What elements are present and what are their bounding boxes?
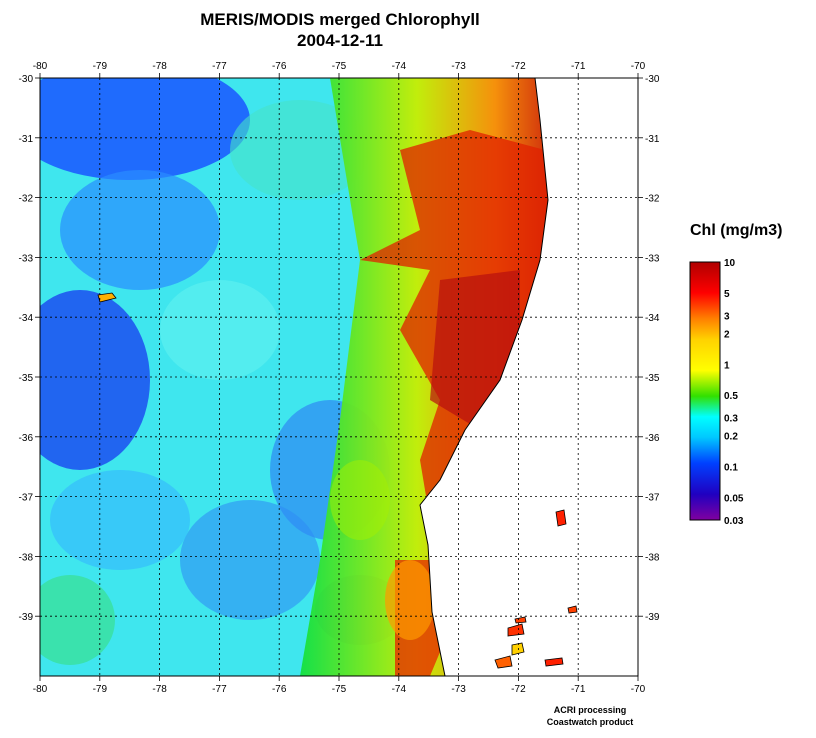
lat-label-left: -37 (19, 493, 34, 504)
lon-label-top: -72 (511, 61, 526, 72)
lon-label-top: -77 (212, 61, 227, 72)
chart-title: MERIS/MODIS merged Chlorophyll (200, 10, 480, 29)
legend-label: 0.3 (724, 414, 738, 425)
lat-label-right: -32 (645, 194, 660, 205)
lat-label-left: -36 (19, 433, 34, 444)
lon-label-bottom: -76 (272, 684, 287, 695)
lon-label-bottom: -70 (631, 684, 646, 695)
lat-label-right: -30 (645, 74, 660, 85)
lon-label-top: -79 (93, 61, 108, 72)
legend-colorbar (689, 261, 721, 521)
legend-label: 2 (724, 329, 730, 340)
lon-label-bottom: -80 (33, 684, 48, 695)
lat-label-right: -31 (645, 134, 660, 145)
lat-label-left: -30 (19, 74, 34, 85)
lon-label-bottom: -75 (332, 684, 347, 695)
credit-product: Coastwatch product (546, 717, 634, 727)
chart-date: 2004-12-11 (296, 31, 384, 50)
lat-label-left: -39 (19, 612, 34, 623)
lat-label-right: -38 (645, 552, 660, 563)
lon-label-top: -80 (33, 61, 48, 72)
lat-label-left: -32 (19, 194, 34, 205)
legend-label: 5 (724, 289, 730, 300)
legend-label: 0.5 (724, 391, 738, 402)
lat-label-right: -35 (645, 373, 660, 384)
lon-label-top: -75 (332, 61, 347, 72)
legend-title: Chl (mg/m3) (690, 222, 783, 239)
lon-label-bottom: -71 (571, 684, 586, 695)
lat-label-right: -36 (645, 433, 660, 444)
chlorophyll-field (40, 78, 638, 676)
legend-label: 3 (724, 311, 730, 322)
legend-label: 0.1 (724, 463, 738, 474)
lon-label-bottom: -73 (451, 684, 466, 695)
lon-label-top: -73 (451, 61, 466, 72)
lon-label-top: -70 (631, 61, 646, 72)
lon-label-top: -76 (272, 61, 287, 72)
legend-label: 0.05 (724, 493, 744, 504)
legend-label: 0.2 (724, 432, 738, 443)
lon-label-top: -74 (392, 61, 407, 72)
lat-label-left: -33 (19, 253, 34, 264)
legend-labels: 10 5 3 2 1 0.5 0.3 0.2 0.1 0.05 0.03 (724, 258, 744, 527)
lat-label-right: -34 (645, 313, 660, 324)
lon-label-bottom: -79 (93, 684, 108, 695)
credit-processing: ACRI processing (553, 705, 627, 715)
legend-label: 10 (724, 258, 736, 269)
lat-label-right: -39 (645, 612, 660, 623)
lon-label-bottom: -77 (212, 684, 227, 695)
lon-label-bottom: -72 (511, 684, 526, 695)
lon-label-bottom: -78 (152, 684, 167, 695)
lat-label-left: -31 (19, 134, 34, 145)
legend-label: 1 (724, 360, 730, 371)
lat-label-right: -33 (645, 253, 660, 264)
lat-label-right: -37 (645, 493, 660, 504)
legend-label: 0.03 (724, 516, 744, 527)
axis-ticks: -80 -80 -79 -79 -78 -78 -77 -77 -76 -76 -75 -75 -74 -… (19, 61, 660, 695)
lon-label-bottom: -74 (392, 684, 407, 695)
lon-label-top: -71 (571, 61, 586, 72)
lat-label-left: -34 (19, 313, 34, 324)
lon-label-top: -78 (152, 61, 167, 72)
lat-label-left: -38 (19, 552, 34, 563)
lat-label-left: -35 (19, 373, 34, 384)
